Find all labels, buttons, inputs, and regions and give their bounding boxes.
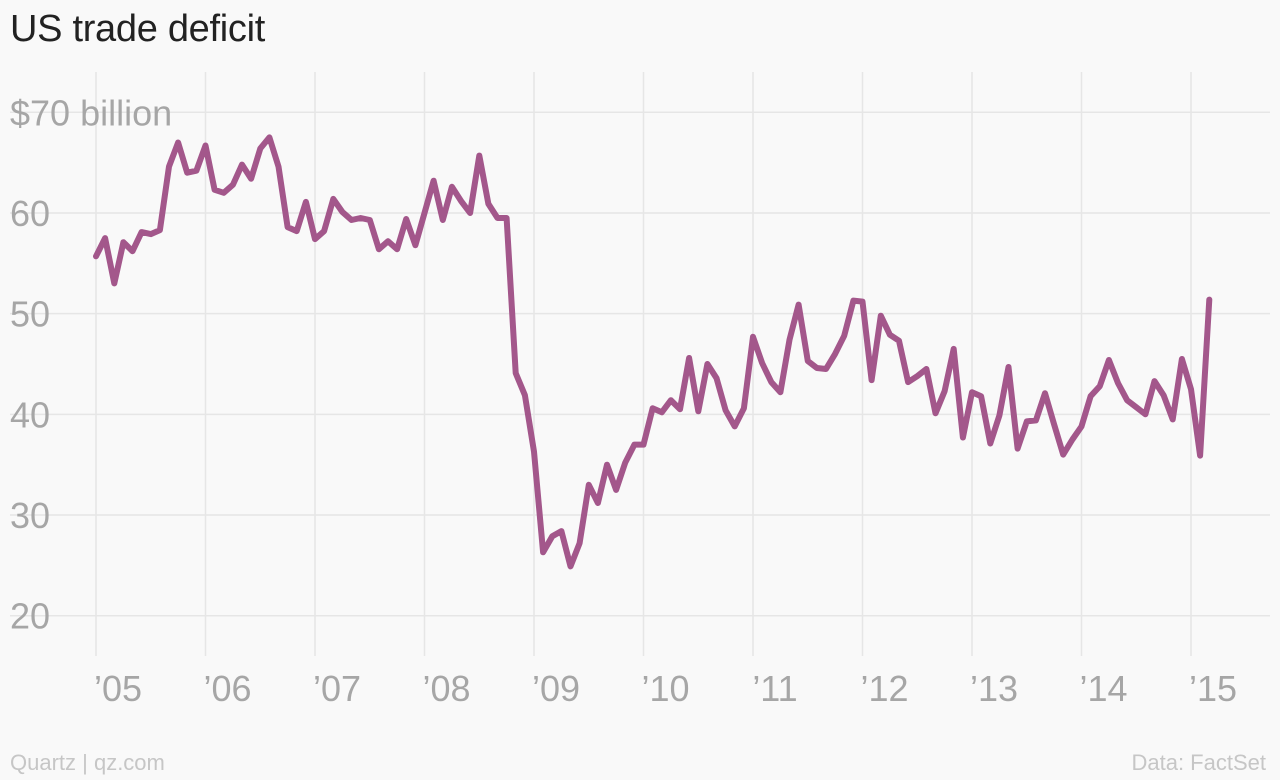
vertical-gridlines	[95, 72, 1192, 656]
x-tick-label: ’11	[752, 668, 797, 709]
x-tick-label: ’13	[970, 668, 1018, 709]
series-layer	[93, 134, 1213, 570]
x-tick-label: ’08	[422, 668, 470, 709]
footer-credit: Quartz | qz.com	[10, 750, 165, 775]
x-axis-tick-labels: ’05 ’06 ’07 ’08 ’09 ’10 ’11 ’12 ’13 ’14 ’15	[94, 668, 1237, 709]
y-tick-label: 50	[10, 294, 50, 335]
y-tick-label: $70 billion	[10, 92, 172, 133]
y-tick-label: 40	[10, 394, 50, 435]
y-tick-label: 30	[10, 495, 50, 536]
x-tick-label: ’14	[1079, 668, 1127, 709]
chart-title: US trade deficit	[10, 8, 265, 50]
x-tick-label: ’06	[203, 668, 251, 709]
x-tick-label: ’09	[532, 668, 580, 709]
horizontal-gridlines	[10, 111, 1270, 617]
y-axis-tick-labels: $70 billion 60 50 40 30 20	[10, 92, 172, 636]
x-tick-label: ’05	[94, 668, 142, 709]
x-tick-label: ’10	[641, 668, 689, 709]
x-tick-label: ’15	[1189, 668, 1237, 709]
footer-source: Data: FactSet	[1131, 750, 1266, 775]
y-tick-label: 20	[10, 596, 50, 637]
series-line	[93, 134, 1213, 570]
y-tick-label: 60	[10, 193, 50, 234]
x-tick-label: ’07	[313, 668, 361, 709]
x-tick-label: ’12	[860, 668, 908, 709]
